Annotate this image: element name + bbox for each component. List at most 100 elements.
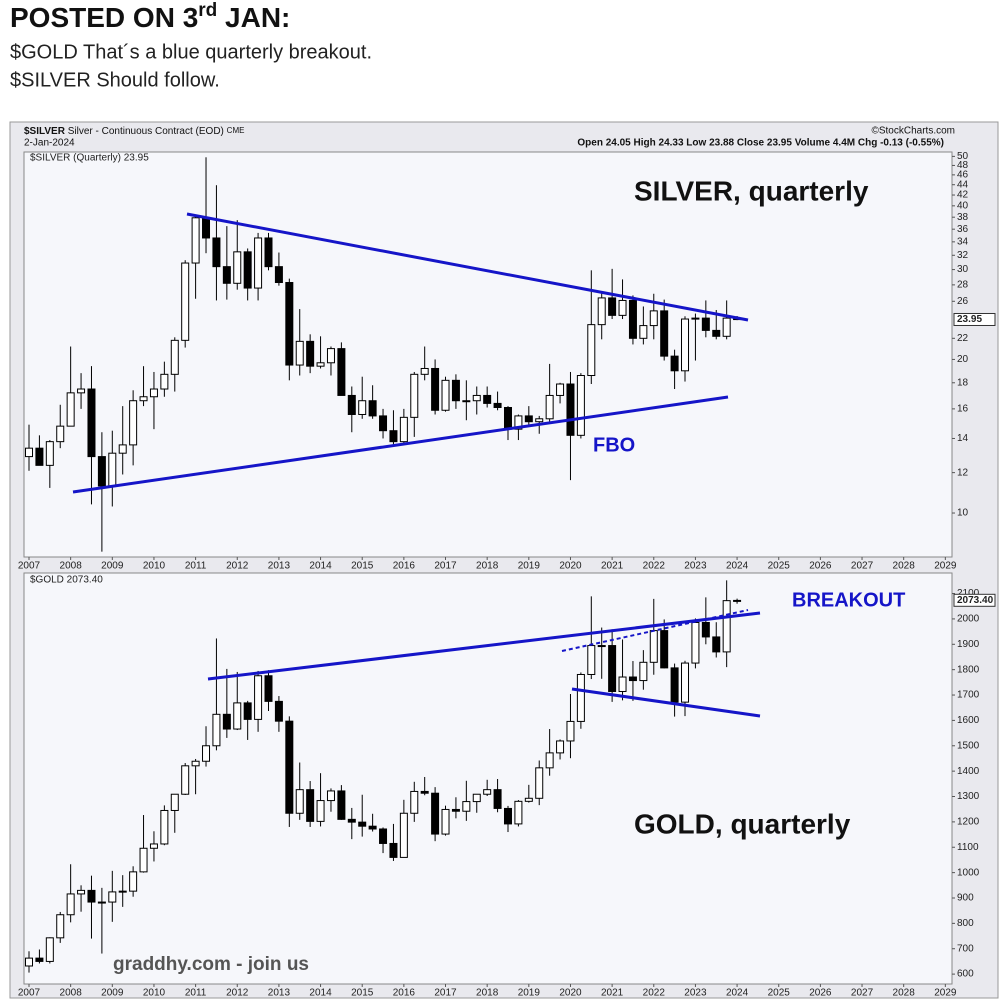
candle-body — [535, 767, 544, 799]
candle-body — [87, 388, 96, 458]
x-tick-label: 2008 — [60, 988, 83, 999]
candle-body — [670, 667, 679, 703]
y-tick-label: 34 — [957, 236, 969, 247]
candle-body — [337, 790, 346, 820]
candle-body — [233, 702, 242, 730]
candle-body — [618, 676, 627, 692]
y-tick-label: 42 — [957, 190, 969, 201]
candle-body — [243, 702, 252, 720]
annotation: BREAKOUT — [792, 589, 905, 611]
candle-body — [191, 760, 200, 767]
candle-body — [118, 890, 127, 893]
candle-body — [618, 299, 627, 316]
x-tick-label: 2027 — [851, 561, 874, 572]
candle-body — [681, 662, 690, 703]
candle-body — [139, 396, 148, 402]
silver-legend: $SILVER (Quarterly) 23.95 — [30, 153, 149, 164]
candle-body — [691, 621, 700, 664]
candle-body — [722, 600, 731, 653]
candle-body — [410, 790, 419, 814]
x-tick-label: 2026 — [809, 561, 832, 572]
x-tick-label: 2021 — [601, 561, 624, 572]
candle-body — [108, 452, 117, 487]
candle-body — [149, 388, 158, 398]
x-tick-label: 2016 — [393, 561, 416, 572]
x-tick-label: 2023 — [684, 561, 707, 572]
candle-body — [503, 406, 512, 430]
candle-body — [389, 842, 398, 858]
candle-body — [316, 362, 325, 367]
candle-body — [701, 317, 710, 331]
candle-body — [181, 765, 190, 795]
candle-body — [129, 400, 138, 446]
y-tick-label: 10 — [957, 508, 969, 519]
candle-body — [503, 807, 512, 825]
candle-body — [597, 645, 606, 648]
candle-body — [556, 740, 565, 754]
x-tick-label: 2008 — [60, 561, 83, 572]
y-tick-label: 800 — [957, 918, 974, 929]
candle-body — [722, 317, 731, 337]
last-price-label: 2073.40 — [957, 595, 994, 606]
candle-body — [97, 901, 106, 904]
marks: 2007 2008 2009 2010 2011 2012 2013 2014 2015 2016… — [18, 151, 996, 999]
candle-body — [24, 957, 33, 967]
candle-body — [451, 379, 460, 402]
x-tick-label: 2012 — [226, 561, 249, 572]
header-date: 2-Jan-2024 — [24, 138, 75, 149]
candle-body — [316, 800, 325, 822]
candle-body — [712, 329, 721, 337]
header: $SILVER Silver - Continuous Contract (EO… — [24, 126, 244, 137]
y-tick-label: 12 — [957, 467, 969, 478]
post-line: $GOLD That´s a blue quarterly breakout. — [10, 41, 372, 63]
candle-body — [35, 447, 44, 466]
candle-body — [45, 937, 54, 962]
annotation: FBO — [593, 434, 635, 456]
candle-body — [118, 444, 127, 454]
candle-body — [243, 251, 252, 289]
candle-body — [77, 889, 86, 895]
candle-body — [441, 379, 450, 411]
candle-body — [108, 891, 117, 903]
x-tick-label: 2009 — [101, 561, 124, 572]
x-tick-label: 2019 — [518, 561, 541, 572]
y-tick-label: 26 — [957, 296, 969, 307]
gold-legend: $GOLD 2073.40 — [30, 575, 103, 586]
trend-line — [72, 395, 729, 494]
y-tick-label: 46 — [957, 170, 969, 181]
candle-body — [254, 675, 263, 720]
y-tick-label: 28 — [957, 280, 969, 291]
y-tick-label: 32 — [957, 250, 969, 261]
candle-body — [389, 430, 398, 443]
candle-body — [129, 871, 138, 892]
candle-body — [306, 789, 315, 822]
y-tick-label: 20 — [957, 354, 969, 365]
y-tick-label: 36 — [957, 224, 969, 235]
x-tick-label: 2007 — [18, 561, 41, 572]
candle-body — [66, 392, 75, 427]
annotation: graddhy.com - join us — [113, 954, 309, 975]
x-tick-label: 2010 — [143, 561, 166, 572]
header-symbol: $SILVER — [24, 126, 66, 137]
candle-body — [535, 418, 544, 423]
candle-body — [483, 394, 492, 404]
x-tick-label: 2025 — [768, 988, 791, 999]
candle-body — [212, 713, 221, 747]
y-tick-label: 38 — [957, 212, 969, 223]
y-tick-label: 14 — [957, 433, 969, 444]
candle-body — [556, 383, 565, 396]
x-tick-label: 2010 — [143, 988, 166, 999]
candle-body — [368, 400, 377, 417]
candle-body — [66, 893, 75, 916]
candle-body — [399, 812, 408, 858]
candle-body — [628, 676, 637, 682]
candle-body — [285, 282, 294, 366]
trend-line — [186, 212, 749, 322]
last-price-box — [953, 312, 996, 326]
y-tick-label: 1200 — [957, 817, 980, 828]
candle-body — [326, 790, 335, 802]
post-title: POSTED ON 3rd JAN: — [10, 0, 290, 33]
x-tick-label: 2018 — [476, 988, 499, 999]
candle-body — [681, 318, 690, 372]
y-tick-label: 44 — [957, 179, 969, 190]
